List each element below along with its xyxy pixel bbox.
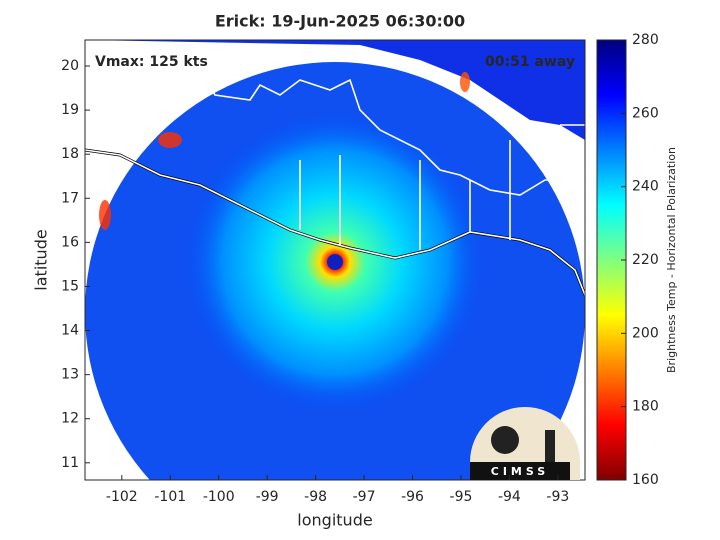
chart-title: Erick: 19-Jun-2025 06:30:00: [215, 12, 465, 31]
logo-text: CIMSS: [491, 465, 549, 478]
colorbar-tick-label: 180: [632, 399, 659, 415]
y-tick-label: 12: [61, 411, 79, 427]
y-tick-label: 11: [61, 455, 79, 471]
x-tick-label: -99: [256, 489, 279, 505]
y-tick-label: 20: [61, 58, 79, 74]
logo: CIMSS: [470, 407, 580, 480]
x-tick-label: -98: [304, 489, 327, 505]
x-tick-label: -96: [401, 489, 424, 505]
annotation: 00:51 away: [485, 54, 575, 70]
colorbar-tick-label: 200: [632, 325, 659, 341]
x-tick-label: -100: [203, 489, 235, 505]
y-axis-label: latitude: [32, 229, 51, 290]
x-tick-label: -94: [498, 489, 521, 505]
x-axis-label: longitude: [297, 511, 372, 530]
y-tick-label: 15: [61, 278, 79, 294]
colorbar-tick-label: 160: [632, 472, 659, 488]
annotation: Vmax: 125 kts: [95, 54, 208, 70]
x-tick-label: -95: [450, 489, 473, 505]
y-tick-label: 13: [61, 367, 79, 383]
y-tick-label: 18: [61, 146, 79, 162]
axes-frame: [84, 39, 586, 481]
x-tick-label: -93: [546, 489, 569, 505]
colorbar-tick-label: 260: [632, 105, 659, 121]
satellite-image: [85, 40, 585, 480]
colorbar-tick-label: 240: [632, 179, 659, 195]
y-tick-label: 17: [61, 190, 79, 206]
colorbar-tick-label: 220: [632, 252, 659, 268]
colorbar-label: Brightness Temp - Horizontal Polarizatio…: [665, 147, 678, 373]
x-tick-label: -102: [106, 489, 138, 505]
y-tick-label: 14: [61, 323, 79, 339]
colorbar-tick-label: 280: [632, 32, 659, 48]
x-tick-label: -97: [353, 489, 376, 505]
x-tick-label: -101: [154, 489, 186, 505]
y-tick-label: 16: [61, 234, 79, 250]
y-tick-label: 19: [61, 102, 79, 118]
